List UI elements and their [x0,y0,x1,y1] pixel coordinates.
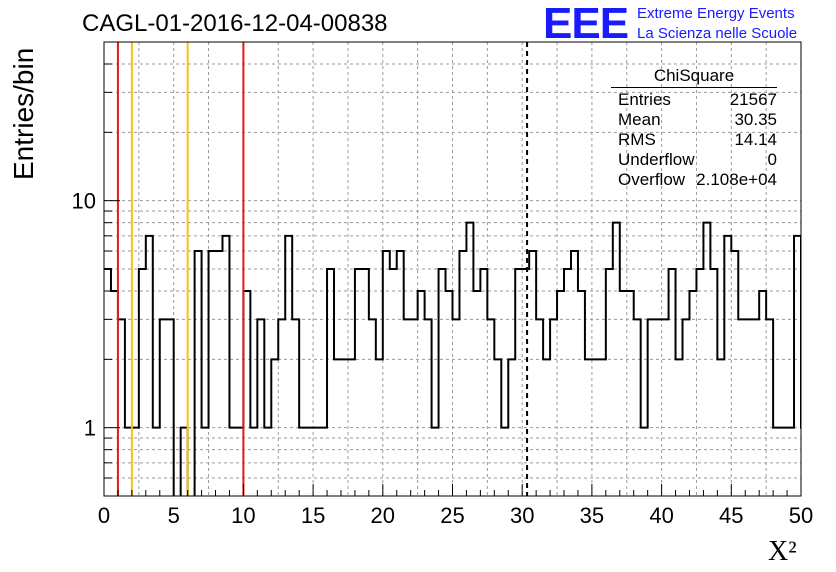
stats-label: Overflow [618,170,686,189]
y-tick-label: 1 [84,416,96,441]
x-tick-label: 25 [440,503,464,528]
eee-logo: EEE [543,0,629,48]
stats-row: Overflow 2.108e+04 [611,170,777,190]
y-tick-label: 10 [72,189,96,214]
x-tick-label: 5 [168,503,180,528]
stats-label: Underflow [618,150,695,169]
stats-row: RMS 14.14 [611,130,777,150]
stats-row: Underflow 0 [611,150,777,170]
chart-title: CAGL-01-2016-12-04-00838 [82,10,388,37]
stats-box: ChiSquare Entries 21567 Mean 30.35 RMS 14.1… [611,66,777,190]
stats-value: 2.108e+04 [696,170,777,189]
logo-line1: Extreme Energy Events [637,5,795,22]
y-axis-label: Entries/bin [8,47,39,180]
logo-line2: La Scienza nelle Scuole [637,25,798,42]
x-tick-label: 40 [649,503,673,528]
x-axis-label: X² [768,536,797,567]
x-tick-label: 15 [301,503,325,528]
stats-label: Entries [618,90,671,109]
x-tick-label: 35 [580,503,604,528]
stats-row: Entries 21567 [611,90,777,110]
stats-value: 30.35 [734,110,777,129]
stats-row: Mean 30.35 [611,110,777,130]
x-tick-label: 0 [98,503,110,528]
histogram-bins [104,221,801,496]
logo-text: Extreme Energy Events La Scienza nelle S… [637,4,797,44]
x-tick-label: 30 [510,503,534,528]
x-tick-label: 50 [789,503,813,528]
stats-label: Mean [618,110,661,129]
x-tick-label: 10 [231,503,255,528]
x-tick-label: 45 [719,503,743,528]
stats-value: 0 [767,150,777,169]
stats-value: 21567 [729,90,777,109]
stats-value: 14.14 [734,130,777,149]
x-tick-label: 20 [371,503,395,528]
stats-title: ChiSquare [611,66,777,88]
stats-label: RMS [618,130,656,149]
